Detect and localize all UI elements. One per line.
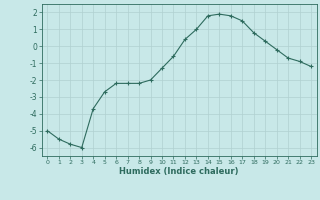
X-axis label: Humidex (Indice chaleur): Humidex (Indice chaleur) <box>119 167 239 176</box>
